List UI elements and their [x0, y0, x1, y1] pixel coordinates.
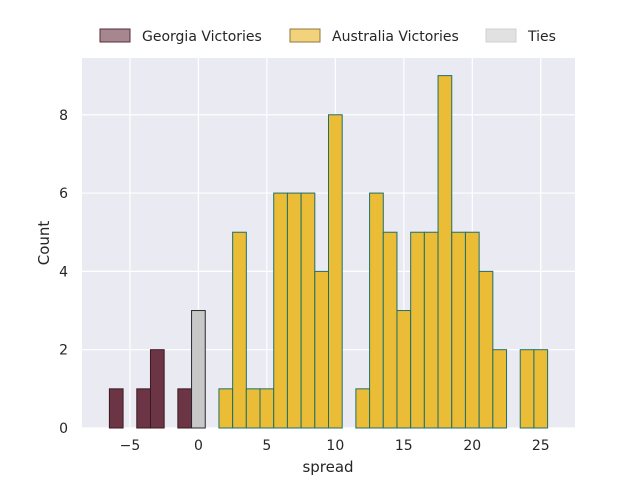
- legend-label: Australia Victories: [332, 29, 459, 45]
- y-tick-label: 8: [59, 108, 68, 124]
- bar-australia-victories: [451, 231, 466, 429]
- bar-australia-victories: [410, 231, 425, 429]
- bar-australia-victories: [218, 388, 234, 429]
- bar-australia-victories: [396, 310, 412, 429]
- bar-australia-victories: [232, 231, 247, 429]
- y-axis-label: Count: [35, 221, 53, 266]
- x-axis-label: spread: [302, 458, 353, 476]
- bar-australia-victories: [369, 192, 384, 429]
- bar-australia-victories: [533, 349, 549, 429]
- bars: [108, 75, 549, 429]
- legend-label: Ties: [527, 29, 556, 45]
- legend-swatch: [99, 28, 131, 43]
- y-axis-ticks: 0 2 4 6 8: [59, 108, 68, 437]
- bar-georgia-victories: [149, 349, 165, 429]
- bar-australia-victories: [382, 231, 398, 429]
- bar-australia-victories: [464, 231, 480, 429]
- x-tick-label: −5: [120, 438, 141, 454]
- x-tick-label: 10: [326, 438, 344, 454]
- y-tick-label: 4: [59, 264, 68, 280]
- x-tick-label: 5: [262, 438, 271, 454]
- bar-ties: [191, 310, 206, 429]
- bar-georgia-victories: [108, 388, 124, 429]
- bar-australia-victories: [478, 270, 494, 429]
- y-tick-label: 6: [59, 186, 68, 202]
- bar-australia-victories: [273, 192, 288, 429]
- x-tick-label: 20: [463, 438, 481, 454]
- x-tick-label: 0: [194, 438, 203, 454]
- bar-georgia-victories: [136, 388, 151, 429]
- y-tick-label: 0: [59, 421, 68, 437]
- bar-australia-victories: [492, 349, 508, 429]
- bar-australia-victories: [245, 388, 261, 429]
- y-tick-label: 2: [59, 343, 68, 359]
- bar-australia-victories: [314, 270, 329, 429]
- bar-australia-victories: [355, 388, 371, 429]
- legend-swatch: [485, 28, 517, 43]
- bar-australia-victories: [423, 231, 439, 429]
- x-axis-ticks: −5 0 5 10 15 20 25: [120, 438, 550, 454]
- x-tick-label: 25: [532, 438, 550, 454]
- bar-australia-victories: [437, 75, 453, 429]
- legend-label: Georgia Victories: [142, 29, 262, 45]
- legend: Georgia Victories Australia Victories Ties: [99, 28, 556, 45]
- bar-australia-victories: [519, 349, 535, 429]
- x-tick-label: 15: [395, 438, 413, 454]
- bar-australia-victories: [328, 114, 343, 429]
- bar-australia-victories: [259, 388, 275, 429]
- bar-australia-victories: [300, 192, 316, 429]
- bar-australia-victories: [286, 192, 302, 429]
- legend-swatch: [289, 28, 321, 43]
- bar-georgia-victories: [177, 388, 193, 429]
